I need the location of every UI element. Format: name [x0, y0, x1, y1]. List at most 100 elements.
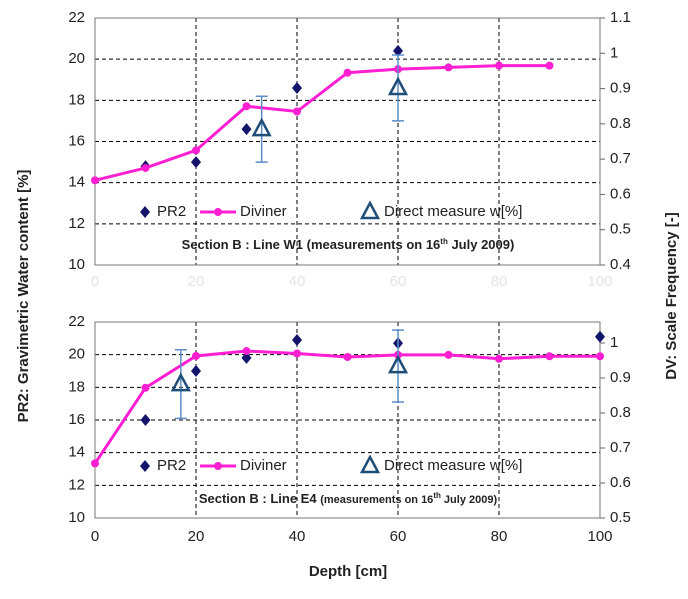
pr2-point [241, 351, 252, 364]
pr2-point [393, 44, 403, 57]
annotation-part: July 2009) [448, 237, 515, 252]
y2-tick-label: 0.5 [610, 221, 631, 238]
y2-tick-label: 0.7 [610, 150, 631, 167]
y-tick-label: 14 [68, 174, 85, 191]
y-tick-label: 18 [68, 378, 85, 395]
legend-swatch [140, 206, 150, 218]
pr2-point [241, 123, 252, 136]
line-point [495, 61, 503, 70]
line-point [91, 176, 99, 185]
legend-swatch [140, 460, 150, 472]
y-tick-label: 22 [68, 313, 85, 330]
y-tick-label: 20 [68, 346, 85, 363]
annotation: Section B : Line W1 (measurements on 16t… [182, 237, 515, 253]
legend-swatch [359, 454, 381, 474]
x-tick-label: 20 [188, 273, 205, 290]
diviner-line [93, 349, 600, 465]
y2-tick-label: 1 [610, 334, 618, 351]
legend-label: PR2 [157, 203, 186, 220]
line-point [343, 68, 352, 77]
line-point [141, 163, 150, 172]
legend-swatch [214, 208, 222, 216]
pr2-point [292, 81, 302, 94]
line-point [293, 107, 301, 116]
y-tick-label: 16 [68, 411, 85, 428]
y2-tick-label: 0.9 [610, 80, 631, 97]
y-tick-label: 12 [68, 215, 85, 232]
line-point [293, 349, 301, 358]
annotation-part: th [433, 491, 441, 500]
x-tick-label: 60 [390, 528, 407, 545]
legend-label: Diviner [240, 203, 287, 220]
line-point [192, 351, 200, 360]
legend-swatch [214, 462, 222, 470]
annotation-part: (measurements on 16 [320, 494, 433, 506]
line-point [192, 146, 200, 155]
x-tick-label: 80 [491, 273, 508, 290]
direct-point [251, 117, 272, 137]
error-bar [174, 349, 187, 420]
line-point [141, 383, 150, 392]
x-tick-label: 0 [91, 528, 99, 545]
y2-tick-label: 0.9 [610, 369, 631, 386]
diviner-line [94, 64, 550, 182]
annotation-part: Section B : Line W1 (measurements on 16 [182, 237, 441, 252]
direct-point [387, 76, 409, 96]
y-tick-label: 20 [68, 50, 85, 67]
x-tick-label: 40 [289, 528, 306, 545]
line-point [545, 61, 554, 70]
line-point [242, 347, 251, 356]
error-bar [392, 54, 404, 122]
annotation-part: July 2009) [441, 494, 498, 506]
y-tick-label: 18 [68, 91, 85, 108]
y-tick-label: 10 [68, 256, 85, 273]
error-bar [392, 329, 404, 403]
legend-label: Diviner [240, 457, 287, 474]
legend-label: Direct measure w[%] [384, 203, 522, 220]
x-tick-label: 100 [587, 273, 612, 290]
pr2-point [191, 365, 201, 377]
line-point [444, 63, 453, 72]
y-axis-label: PR2: Gravimetric Water content [%] [15, 170, 32, 423]
direct-point [387, 354, 409, 374]
plot-frame [94, 321, 601, 519]
annotation-part: Section B : Line E4 [199, 491, 320, 506]
plot-frame [94, 17, 601, 266]
legend-label: PR2 [157, 457, 186, 474]
y2-tick-label: 0.4 [610, 256, 631, 273]
pr2-point [191, 156, 201, 169]
line-point [444, 350, 453, 359]
y2-axis-label: DV: Scale Frequency [-] [663, 212, 680, 380]
y2-tick-label: 0.8 [610, 115, 631, 132]
line-point [91, 459, 99, 468]
y2-tick-label: 1.1 [610, 9, 631, 26]
y-tick-label: 14 [68, 444, 85, 461]
y-tick-label: 12 [68, 476, 85, 493]
y-tick-label: 10 [68, 509, 85, 526]
pr2-point [292, 333, 302, 346]
y2-tick-label: 0.8 [610, 404, 631, 421]
line-point [596, 352, 604, 361]
y-tick-label: 22 [68, 9, 85, 26]
x-tick-label: 20 [188, 528, 205, 545]
line-point [495, 354, 503, 363]
x-tick-label: 80 [491, 528, 508, 545]
y2-tick-label: 0.6 [610, 474, 631, 491]
annotation-part: th [440, 237, 448, 246]
x-tick-label: 40 [289, 273, 306, 290]
direct-point [170, 372, 191, 392]
x-tick-label: 0 [91, 273, 99, 290]
annotation: Section B : Line E4 (measurements on 16t… [199, 491, 498, 507]
legend-swatch [359, 200, 381, 220]
line-point [343, 353, 352, 361]
x-tick-label: 60 [390, 273, 407, 290]
y-tick-label: 16 [68, 132, 85, 149]
y2-tick-label: 0.6 [610, 185, 631, 202]
y2-tick-label: 0.7 [610, 439, 631, 456]
y2-tick-label: 1 [610, 44, 618, 61]
line-point [242, 102, 251, 111]
legend-label: Direct measure w[%] [384, 457, 522, 474]
error-bar [255, 95, 268, 163]
pr2-point [140, 414, 151, 426]
